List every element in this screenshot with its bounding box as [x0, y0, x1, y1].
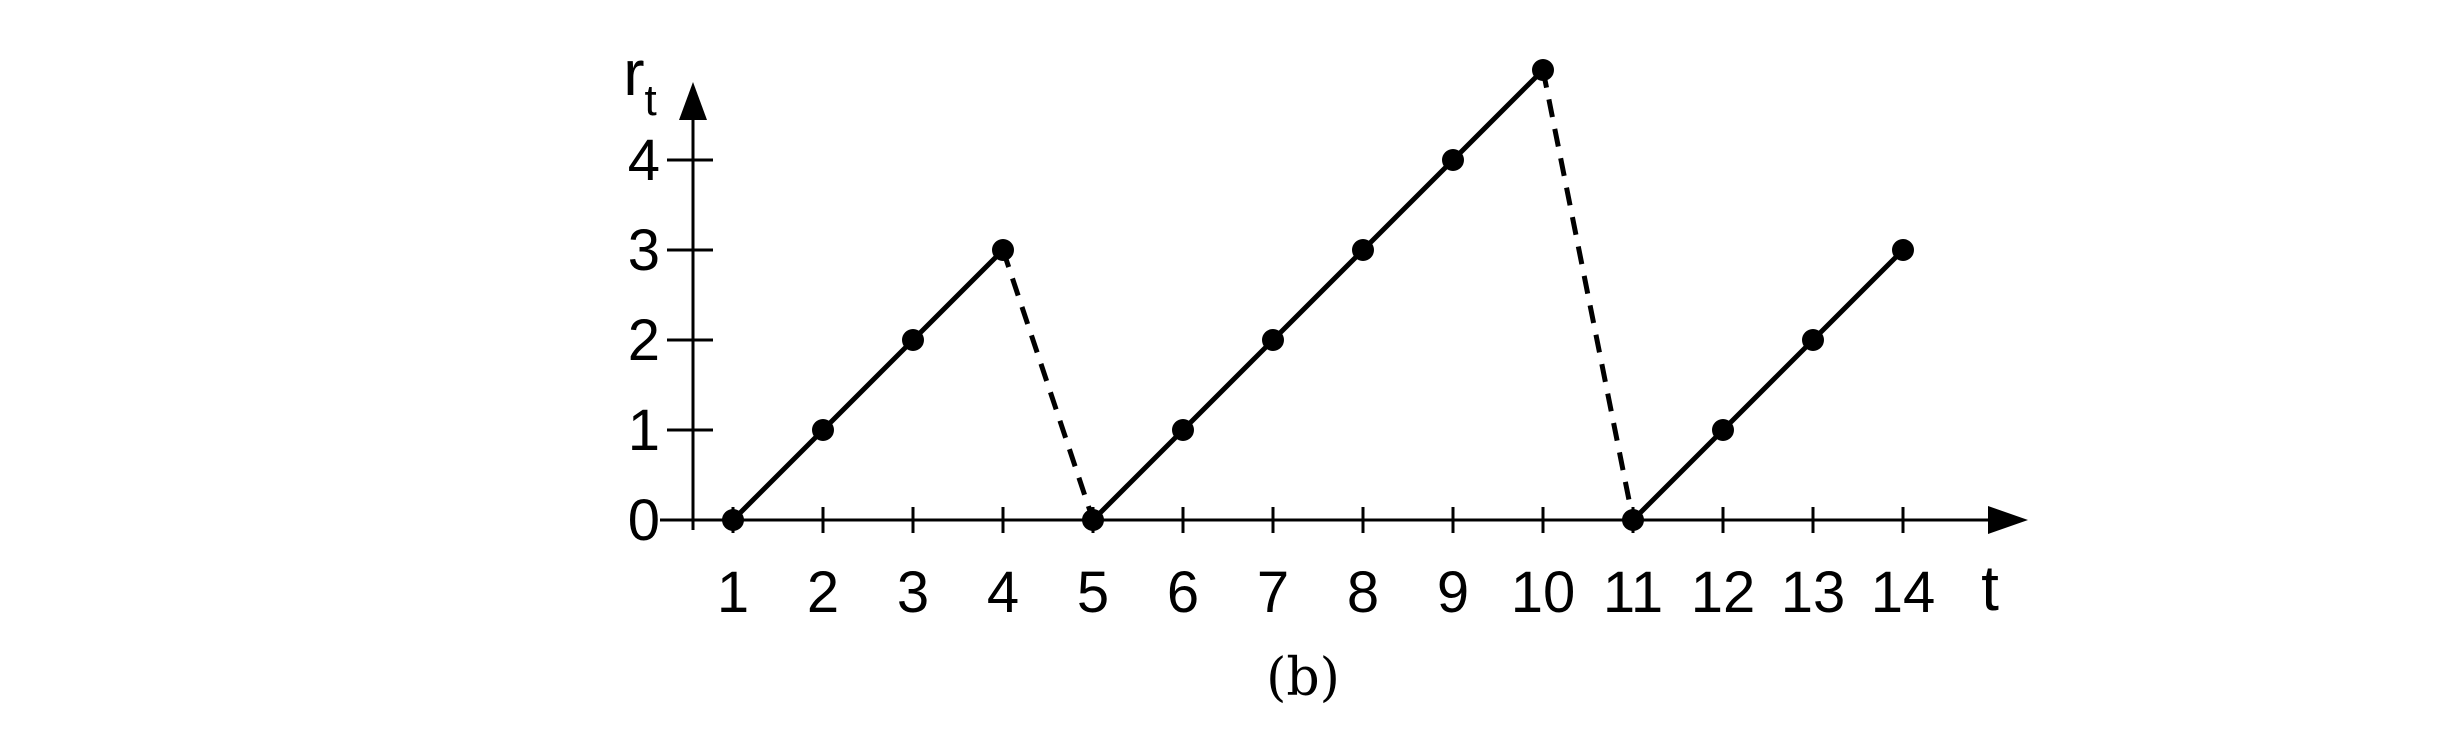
reset-dashed-line [1000, 249, 1096, 521]
data-point [1352, 239, 1374, 261]
x-tick-label: 11 [1603, 560, 1663, 625]
x-axis-title: t [1981, 552, 1999, 624]
data-point [902, 329, 924, 351]
data-point [722, 509, 744, 531]
y-axis-title: rt [623, 37, 657, 125]
y-tick-label: 4 [628, 128, 660, 193]
x-tick-label: 12 [1691, 560, 1756, 625]
x-tick-label: 3 [897, 560, 929, 625]
figure-caption: (b) [1266, 648, 1340, 708]
y-tick-label: 2 [628, 308, 660, 373]
y-tick-label: 0 [628, 488, 660, 553]
reset-dashed-line [1540, 69, 1636, 521]
x-tick-label: 1 [717, 560, 749, 625]
x-tick-label: 9 [1437, 560, 1469, 625]
data-point [812, 419, 834, 441]
y-tick-label: 3 [628, 218, 660, 283]
data-point [1622, 509, 1644, 531]
x-tick-label: 8 [1347, 560, 1379, 625]
data-point [1712, 419, 1734, 441]
y-tick-label: 1 [628, 398, 660, 463]
series-line-segment [1631, 248, 1905, 522]
data-point [1532, 59, 1554, 81]
y-axis-title-main: r [623, 37, 644, 109]
x-tick-label: 2 [807, 560, 839, 625]
axes [660, 82, 2028, 534]
y-axis-arrowhead [679, 82, 707, 120]
data-point [1262, 329, 1284, 351]
x-tick-label: 14 [1871, 560, 1936, 625]
x-axis-arrowhead [1988, 506, 2028, 534]
data-point [1082, 509, 1104, 531]
x-tick-label: 6 [1167, 560, 1199, 625]
x-tick-label: 10 [1511, 560, 1576, 625]
data-point [1172, 419, 1194, 441]
series-line-segment [1091, 68, 1545, 522]
x-tick-label: 7 [1257, 560, 1289, 625]
data-point [1892, 239, 1914, 261]
data-point [1802, 329, 1824, 351]
x-tick-label: 5 [1077, 560, 1109, 625]
x-tick-label: 13 [1781, 560, 1846, 625]
series-line-segment [731, 248, 1005, 522]
data-point [992, 239, 1014, 261]
y-axis-title-subscript: t [645, 76, 657, 125]
data-point [1442, 149, 1464, 171]
x-tick-label: 4 [987, 560, 1019, 625]
